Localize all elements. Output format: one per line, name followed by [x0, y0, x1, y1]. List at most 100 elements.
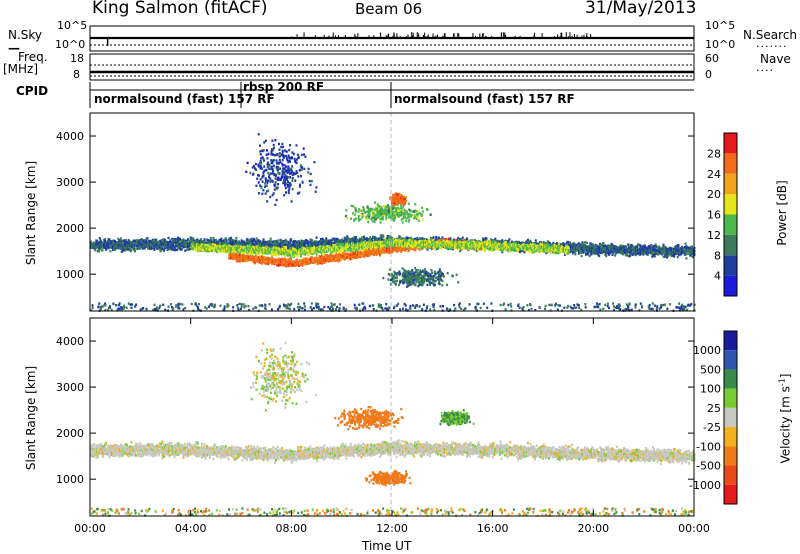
range-gate-cell — [635, 252, 638, 255]
range-gate-cell — [177, 236, 180, 239]
range-gate-cell — [225, 239, 228, 242]
range-gate-cell — [466, 237, 469, 240]
range-gate-cell — [584, 241, 587, 244]
range-gate-cell — [104, 238, 107, 241]
range-gate-cell — [281, 241, 284, 244]
range-gate-cell — [230, 242, 233, 245]
range-gate-cell — [605, 254, 608, 258]
range-gate-cell — [272, 240, 275, 243]
range-gate-cell — [281, 239, 284, 243]
range-gate-cell — [101, 247, 104, 250]
range-gate-cell — [178, 241, 181, 244]
range-gate-cell — [212, 236, 215, 240]
range-gate-cell — [262, 238, 265, 241]
range-gate-cell — [567, 241, 570, 244]
range-gate-cell — [183, 245, 186, 249]
range-gate-cell — [662, 243, 665, 246]
range-gate-cell — [228, 237, 231, 240]
range-gate-cell — [110, 240, 113, 243]
range-gate-cell — [258, 242, 261, 245]
range-gate-cell — [166, 241, 169, 244]
range-gate-cell — [167, 245, 170, 248]
range-gate-cell — [103, 244, 106, 247]
range-gate-cell — [246, 238, 249, 241]
beam-label: Beam 06 — [355, 0, 423, 18]
range-gate-cell — [180, 239, 183, 242]
range-gate-cell — [311, 239, 314, 242]
range-gate-cell — [602, 242, 605, 245]
range-gate-cell — [294, 240, 297, 243]
range-gate-cell — [289, 239, 292, 242]
range-gate-cell — [151, 240, 154, 243]
range-gate-cell — [386, 235, 389, 238]
range-gate-cell — [97, 250, 100, 253]
range-gate-cell — [186, 248, 188, 251]
range-gate-cell — [423, 237, 425, 240]
range-gate-cell — [124, 246, 127, 250]
range-gate-cell — [124, 249, 127, 252]
range-gate-cell — [175, 239, 178, 242]
range-gate-cell — [315, 236, 318, 239]
range-gate-cell — [363, 235, 366, 239]
range-gate-cell — [134, 247, 137, 250]
range-gate-cell — [379, 234, 382, 237]
range-gate-cell — [508, 238, 511, 241]
range-gate-cell — [119, 247, 122, 250]
range-gate-cell — [255, 237, 258, 240]
range-gate-cell — [120, 250, 123, 253]
range-gate-cell — [100, 241, 103, 244]
range-gate-cell — [238, 240, 240, 243]
range-gate-cell — [223, 240, 225, 243]
range-gate-cell — [501, 239, 504, 242]
range-gate-cell — [106, 240, 109, 243]
range-gate-cell — [319, 238, 322, 241]
range-gate-cell — [192, 237, 195, 240]
range-gate-cell — [213, 239, 216, 242]
range-gate-cell — [146, 238, 149, 241]
range-gate-cell — [165, 246, 168, 249]
station-title: King Salmon (fitACF) — [92, 0, 268, 18]
range-gate-cell — [167, 247, 170, 251]
range-gate-cell — [209, 236, 212, 240]
range-gate-cell — [207, 239, 210, 242]
range-gate-cell — [179, 239, 181, 242]
range-gate-cell — [99, 239, 102, 242]
range-gate-cell — [346, 236, 349, 240]
range-gate-cell — [108, 238, 111, 241]
range-gate-cell — [328, 240, 331, 243]
range-gate-cell — [151, 238, 154, 242]
range-gate-cell — [308, 241, 311, 244]
range-gate-cell — [122, 249, 125, 252]
range-gate-cell — [98, 237, 101, 240]
range-gate-cell — [563, 242, 565, 246]
range-gate-cell — [161, 248, 164, 251]
range-gate-cell — [289, 240, 292, 244]
range-gate-cell — [176, 248, 179, 251]
range-gate-cell — [142, 239, 145, 242]
range-gate-cell — [653, 255, 656, 258]
range-gate-cell — [685, 257, 688, 260]
range-gate-cell — [365, 237, 368, 240]
range-gate-cell — [163, 249, 166, 252]
range-gate-cell — [263, 240, 266, 244]
power-cells — [90, 133, 696, 312]
range-gate-cell — [677, 244, 680, 247]
range-gate-cell — [269, 237, 272, 240]
range-gate-cell — [224, 237, 227, 240]
range-gate-cell — [310, 240, 313, 244]
range-gate-cell — [182, 238, 185, 241]
range-gate-cell — [279, 238, 282, 242]
range-gate-cell — [378, 238, 380, 241]
range-gate-cell — [432, 236, 435, 239]
range-gate-cell — [574, 253, 577, 256]
range-gate-cell — [245, 239, 248, 243]
range-gate-cell — [371, 238, 373, 241]
range-gate-cell — [164, 239, 166, 242]
range-gate-cell — [282, 240, 285, 243]
range-gate-cell — [485, 237, 488, 240]
range-gate-cell — [589, 242, 592, 245]
range-gate-cell — [275, 243, 277, 246]
range-gate-cell — [306, 244, 309, 247]
range-gate-cell — [199, 239, 202, 242]
range-gate-cell — [185, 239, 188, 243]
